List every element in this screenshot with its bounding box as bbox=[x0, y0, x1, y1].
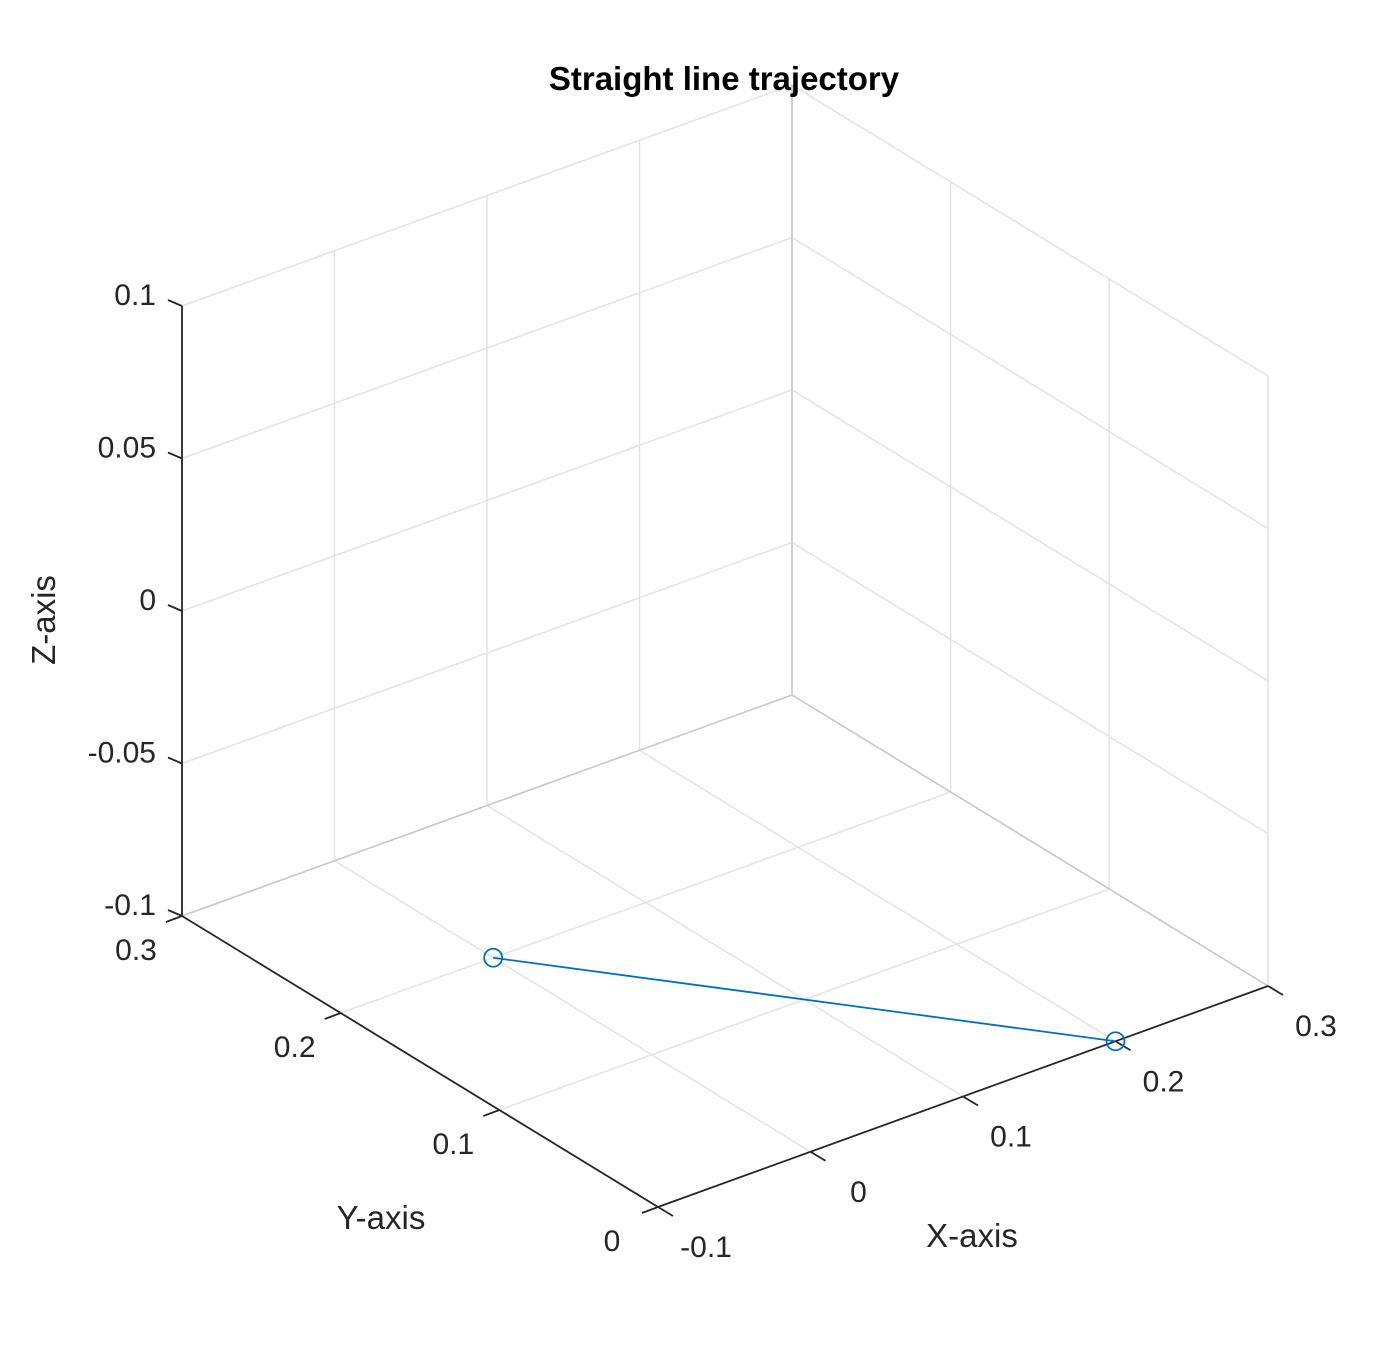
grid-line bbox=[791, 389, 1269, 682]
z-tick-label: 0.05 bbox=[98, 432, 156, 465]
x-tick-label: 0.1 bbox=[990, 1121, 1032, 1154]
grid-line bbox=[486, 804, 964, 1098]
grid-line bbox=[340, 791, 951, 1014]
data-point-marker bbox=[483, 947, 504, 968]
z-tick-label: -0.1 bbox=[104, 889, 156, 922]
z-tick bbox=[167, 451, 183, 460]
grid-line bbox=[639, 749, 1116, 1042]
z-tick bbox=[167, 909, 183, 917]
x-tick bbox=[1267, 985, 1284, 996]
y-tick bbox=[165, 915, 183, 923]
grid-line bbox=[791, 84, 1269, 377]
grid-line bbox=[181, 84, 793, 307]
grid-line bbox=[181, 541, 793, 765]
box-edge bbox=[181, 694, 793, 917]
z-tick bbox=[167, 756, 183, 765]
box-edge bbox=[791, 694, 1269, 987]
data-point-marker bbox=[1105, 1031, 1126, 1052]
y-axis-line bbox=[181, 915, 659, 1208]
z-tick-label: 0.1 bbox=[114, 279, 156, 312]
y-tick bbox=[483, 1109, 500, 1117]
z-tick-label: -0.05 bbox=[88, 737, 156, 770]
grid-line bbox=[334, 860, 811, 1153]
y-tick-label: 0.2 bbox=[274, 1031, 316, 1064]
x-tick bbox=[962, 1095, 979, 1107]
grid-line bbox=[791, 541, 1269, 835]
axes bbox=[165, 299, 1284, 1217]
y-tick bbox=[324, 1012, 341, 1020]
y-tick-label: 0.1 bbox=[432, 1128, 474, 1161]
x-tick-label: 0 bbox=[850, 1176, 867, 1209]
x-tick bbox=[657, 1206, 674, 1217]
z-tick bbox=[167, 299, 183, 307]
y-tick-label: 0.3 bbox=[115, 934, 157, 967]
z-axis-label: Z-axis bbox=[25, 575, 62, 665]
grid-line bbox=[791, 236, 1269, 530]
series bbox=[483, 947, 1126, 1052]
y-tick-label: 0 bbox=[604, 1225, 621, 1258]
z-tick bbox=[167, 604, 183, 612]
z-tick-label: 0 bbox=[139, 584, 156, 617]
x-axis-label: X-axis bbox=[926, 1217, 1018, 1254]
x-tick-label: -0.1 bbox=[680, 1231, 732, 1264]
chart-title: Straight line trajectory bbox=[549, 60, 900, 97]
grid-line bbox=[181, 389, 793, 612]
x-tick-label: 0.3 bbox=[1295, 1010, 1337, 1043]
y-axis-label: Y-axis bbox=[337, 1199, 426, 1236]
series-line bbox=[493, 956, 1116, 1043]
y-tick bbox=[641, 1206, 659, 1214]
tick-labels: -0.1 0 0.1 0.2 0.3 0 0.1 0.2 0.3 -0.1 -0.05 0 0.05 0.… bbox=[88, 279, 1337, 1264]
grid bbox=[181, 84, 1269, 1208]
grid-line bbox=[181, 236, 793, 460]
x-tick-label: 0.2 bbox=[1143, 1065, 1185, 1098]
x-tick bbox=[810, 1150, 826, 1162]
